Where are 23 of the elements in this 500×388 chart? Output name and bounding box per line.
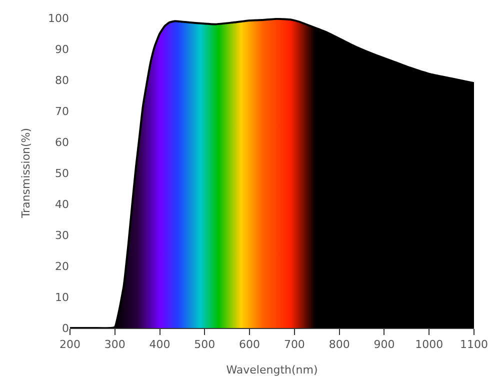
- x-tick-label: 200: [60, 338, 80, 352]
- x-tick-label: 700: [284, 338, 305, 352]
- y-tick-label: 10: [55, 290, 69, 304]
- y-tick-label: 50: [55, 166, 69, 180]
- y-tick-label: 40: [55, 198, 69, 211]
- y-tick-label: 60: [55, 136, 69, 149]
- x-tick-label: 800: [328, 338, 350, 352]
- y-tick-label: 30: [55, 228, 69, 242]
- y-tick-label: 90: [55, 42, 69, 56]
- x-tick-label: 600: [239, 338, 260, 352]
- x-tick-label: 1100: [460, 338, 488, 352]
- y-tick-label: 0: [62, 322, 69, 335]
- x-tick-label: 500: [194, 338, 216, 352]
- y-tick-label: 70: [55, 104, 69, 118]
- y-axis-title: Transmission(%): [20, 128, 33, 220]
- y-tick-label: 100: [48, 12, 69, 25]
- x-axis-title: Wavelength(nm): [226, 363, 318, 376]
- x-tick-label: 900: [374, 338, 395, 352]
- x-tick-label: 300: [104, 338, 126, 352]
- y-tick-label: 80: [55, 74, 69, 87]
- x-tick-label: 1000: [415, 338, 444, 352]
- x-tick-label: 400: [149, 338, 170, 352]
- y-tick-label: 20: [55, 260, 69, 273]
